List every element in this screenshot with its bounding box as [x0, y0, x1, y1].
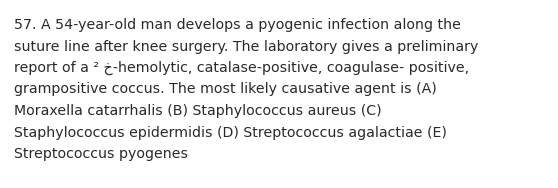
- Text: 57. A 54-year-old man develops a pyogenic infection along the: 57. A 54-year-old man develops a pyogeni…: [14, 18, 461, 32]
- Text: report of a ² خ-hemolytic, catalase-positive, coagulase- positive,: report of a ² خ-hemolytic, catalase-posi…: [14, 61, 469, 75]
- Text: Moraxella catarrhalis (B) Staphylococcus aureus (C): Moraxella catarrhalis (B) Staphylococcus…: [14, 104, 382, 118]
- Text: Streptococcus pyogenes: Streptococcus pyogenes: [14, 147, 188, 161]
- Text: suture line after knee surgery. The laboratory gives a preliminary: suture line after knee surgery. The labo…: [14, 39, 478, 54]
- Text: grampositive coccus. The most likely causative agent is (A): grampositive coccus. The most likely cau…: [14, 83, 437, 96]
- Text: Staphylococcus epidermidis (D) Streptococcus agalactiae (E): Staphylococcus epidermidis (D) Streptoco…: [14, 126, 447, 139]
